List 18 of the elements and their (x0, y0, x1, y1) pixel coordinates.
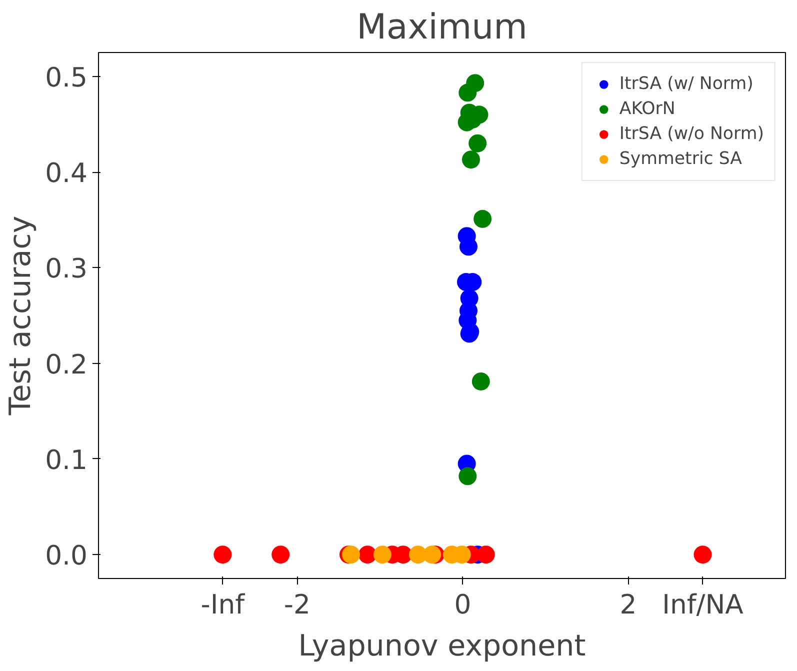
y-tick-label: 0.0 (45, 540, 88, 572)
y-tick-label: 0.2 (45, 349, 88, 380)
x-tick-label: 2 (620, 590, 637, 620)
y-tick-label: 0.1 (45, 444, 88, 476)
chart-title: Maximum (356, 8, 528, 48)
legend-label: ItrSA (w/o Norm) (619, 124, 764, 144)
y-tick-label: 0.4 (45, 158, 88, 190)
x-tick-label: 0 (454, 590, 472, 620)
legend-label: Symmetric SA (619, 149, 742, 169)
x-tick-label: -Inf (200, 590, 246, 620)
legend-label: ItrSA (w/ Norm) (619, 74, 754, 94)
x-tick-label: -2 (284, 590, 310, 620)
y-tick-label: 0.3 (45, 254, 88, 285)
x-tick-label: Inf/NA (662, 590, 744, 620)
x-axis-title: Lyapunov exponent (298, 628, 586, 662)
legend-label: AKOrN (619, 99, 676, 119)
y-tick-label: 0.5 (45, 62, 88, 94)
y-axis-title: Test accuracy (3, 216, 38, 416)
